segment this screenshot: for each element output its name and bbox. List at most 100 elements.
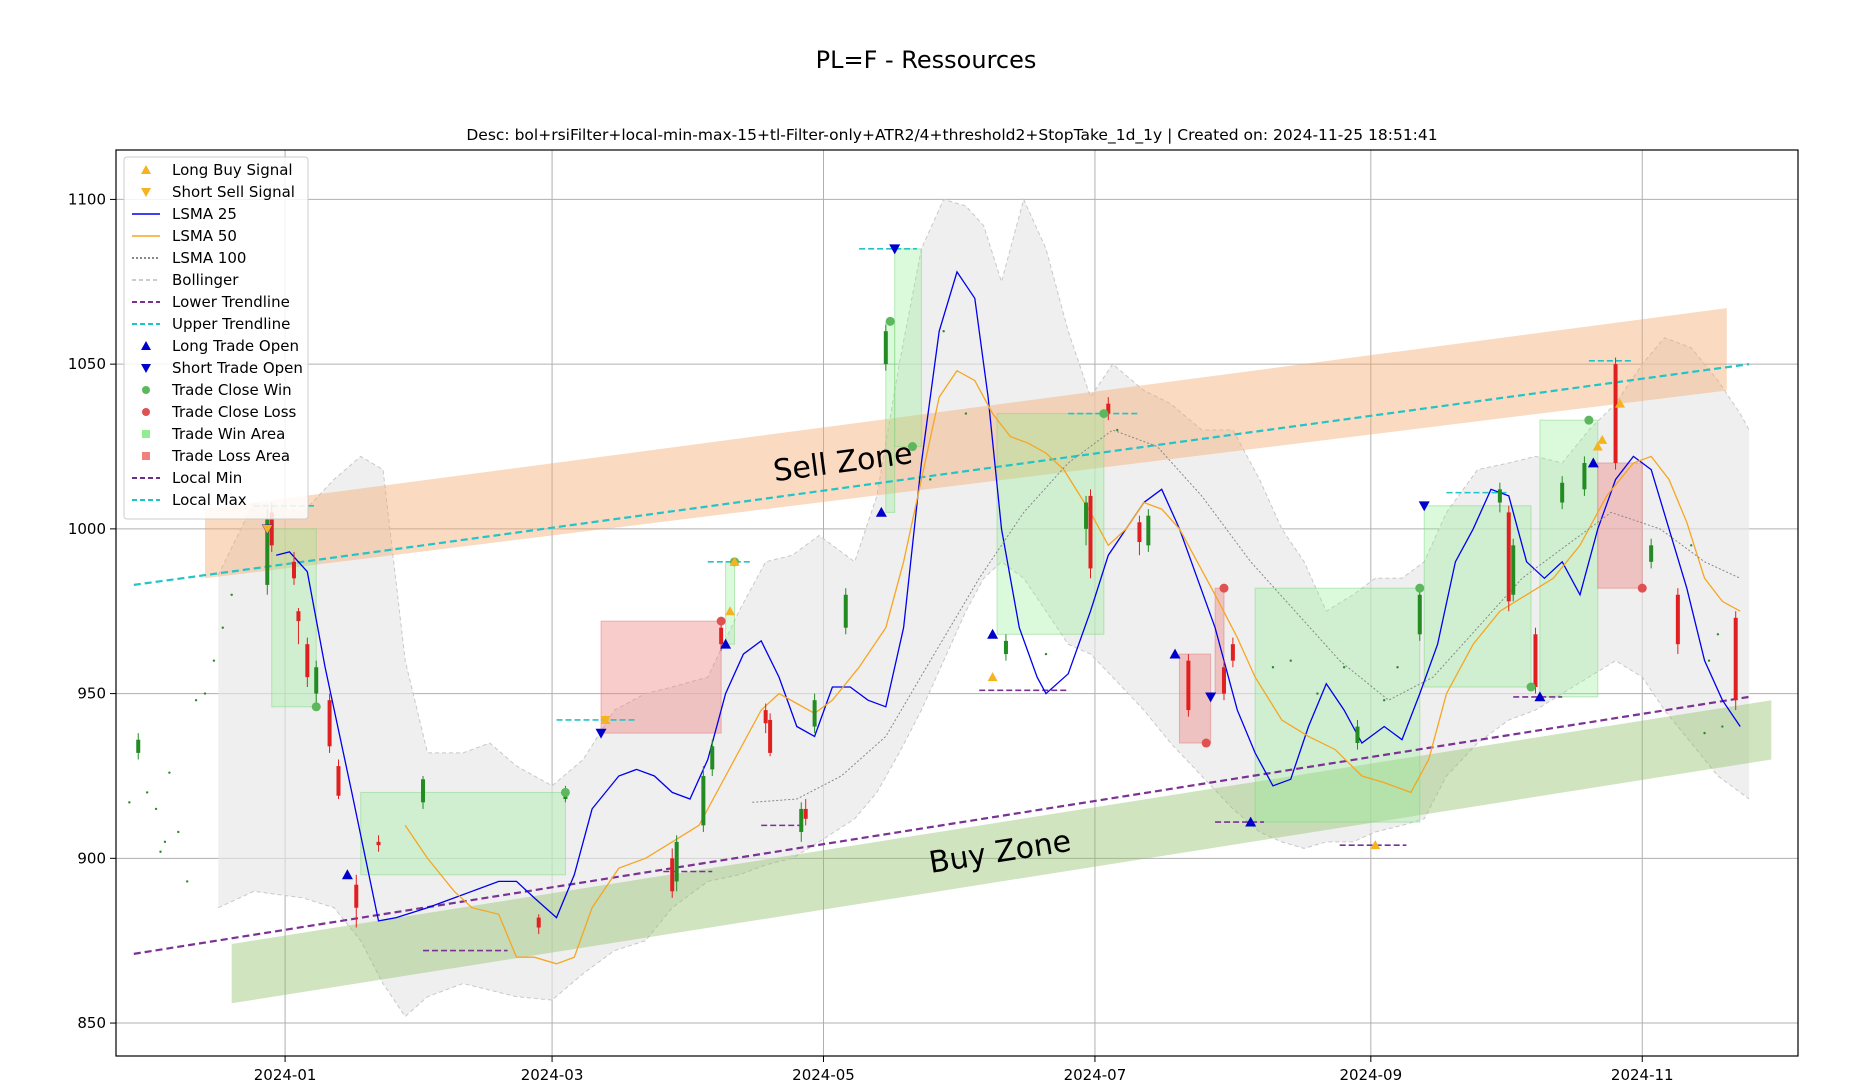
candle-12	[536, 914, 541, 935]
candle-30	[1137, 515, 1142, 556]
legend-item-6: Lower Trendline	[132, 293, 290, 311]
legend-swatch-0	[141, 165, 151, 174]
candle-39	[1511, 538, 1516, 602]
y-tick-label-1100: 1100	[68, 190, 106, 208]
candle-34	[1230, 637, 1235, 668]
candle-body-11	[421, 779, 426, 803]
candle-body-10	[376, 841, 381, 846]
marker-long-open-7	[1587, 457, 1599, 468]
candle-body-9	[354, 884, 359, 908]
legend-label-14: Local Min	[172, 469, 242, 487]
daily-dot-28	[1703, 731, 1706, 735]
candle-body-20	[768, 719, 773, 753]
bollinger-band	[218, 199, 1750, 1017]
candle-body-24	[843, 594, 848, 628]
candle-body-38	[1506, 512, 1511, 602]
zone-sell-zone	[204, 308, 1727, 579]
daily-dot-16	[1044, 652, 1048, 656]
candle-body-32	[1186, 660, 1191, 711]
x-tick-label-2024-05: 2024-05	[792, 1066, 855, 1084]
bollinger-upper-line	[217, 197, 1750, 787]
candle-7	[327, 693, 332, 753]
candle-46	[1733, 611, 1738, 711]
candle-1	[265, 509, 270, 595]
marker-long-open-2	[875, 506, 887, 517]
candle-body-25	[883, 331, 888, 365]
candle-9	[354, 874, 359, 928]
daily-dot-4	[168, 771, 171, 774]
marker-close-win-19	[1415, 583, 1425, 593]
legend-item-3: LSMA 50	[132, 227, 237, 245]
candle-37	[1497, 482, 1502, 513]
series-lsma-50	[404, 369, 1741, 965]
daily-dot-24	[1690, 544, 1693, 547]
marker-buy-signal-29	[987, 672, 998, 682]
marker-close-win-17	[908, 442, 918, 452]
candle-body-45	[1675, 594, 1680, 645]
candle-body-4	[296, 611, 301, 622]
candle-33	[1221, 660, 1226, 701]
candle-38	[1506, 505, 1511, 612]
marker-long-open-0	[341, 869, 353, 880]
legend-swatch-11	[142, 408, 150, 416]
candle-body-21	[799, 808, 804, 832]
candle-body-19	[763, 710, 768, 724]
trade-area-win-3	[725, 561, 736, 645]
candle-body-43	[1613, 364, 1618, 463]
candle-body-6	[314, 667, 319, 694]
marker-sell-signal-35	[600, 715, 611, 725]
daily-dot-25	[1707, 659, 1711, 662]
legend-item-1: Short Sell Signal	[141, 183, 295, 201]
daily-dot-7	[159, 850, 162, 853]
daily-dot-26	[1716, 633, 1720, 636]
legend-item-9: Short Trade Open	[141, 359, 303, 377]
candle-14	[670, 848, 675, 898]
candle-body-29	[1106, 403, 1111, 414]
candle-21	[799, 802, 804, 842]
daily-dot-20	[1316, 692, 1319, 695]
y-tick-label-950: 950	[77, 685, 106, 703]
trade-area-win-10	[1423, 505, 1532, 688]
candle-body-3	[291, 561, 296, 579]
daily-dot-3	[163, 840, 167, 844]
daily-dot-5	[177, 830, 180, 834]
candle-body-22	[803, 808, 808, 819]
candle-3	[291, 551, 296, 585]
legend-label-12: Trade Win Area	[171, 425, 285, 443]
candle-body-12	[536, 917, 541, 928]
chart-title: PL=F - Ressources	[816, 46, 1037, 74]
candle-41	[1560, 476, 1565, 510]
legend-swatch-12	[142, 430, 150, 438]
daily-dot-9	[212, 659, 216, 662]
marker-close-loss-24	[1219, 583, 1229, 593]
candle-15	[674, 835, 679, 892]
daily-dot-10	[221, 626, 224, 629]
marker-buy-signal-32	[1597, 434, 1608, 444]
series-lsma-25	[276, 270, 1741, 922]
marker-buy-signal-33	[1615, 398, 1626, 408]
marker-short-open-9	[595, 728, 607, 739]
candle-26	[1003, 634, 1008, 661]
legend-label-4: LSMA 100	[172, 249, 246, 267]
legend-box	[123, 156, 309, 520]
legend-item-15: Local Max	[132, 491, 247, 509]
legend-item-8: Long Trade Open	[141, 337, 299, 355]
daily-dot-2	[154, 807, 158, 811]
marker-buy-signal-27	[725, 606, 736, 616]
daily-dot-22	[1382, 698, 1386, 702]
daily-dot-19	[1289, 659, 1292, 662]
candle-body-27	[1084, 502, 1089, 529]
y-tick-label-1050: 1050	[68, 355, 106, 373]
x-tick-label-2024-07: 2024-07	[1064, 1066, 1127, 1084]
candle-body-18	[719, 627, 724, 645]
legend-label-5: Bollinger	[172, 271, 239, 289]
candle-body-1	[265, 518, 270, 585]
trade-area-win-1	[360, 791, 566, 876]
candle-body-34	[1230, 644, 1235, 661]
candle-body-46	[1733, 617, 1738, 701]
daily-dot-0	[128, 801, 131, 804]
candle-27	[1084, 495, 1089, 546]
candle-23	[812, 693, 817, 734]
trade-area-win-9	[1254, 587, 1421, 823]
legend: Long Buy Signal Short Sell Signal LSMA 25 L…	[123, 156, 309, 520]
